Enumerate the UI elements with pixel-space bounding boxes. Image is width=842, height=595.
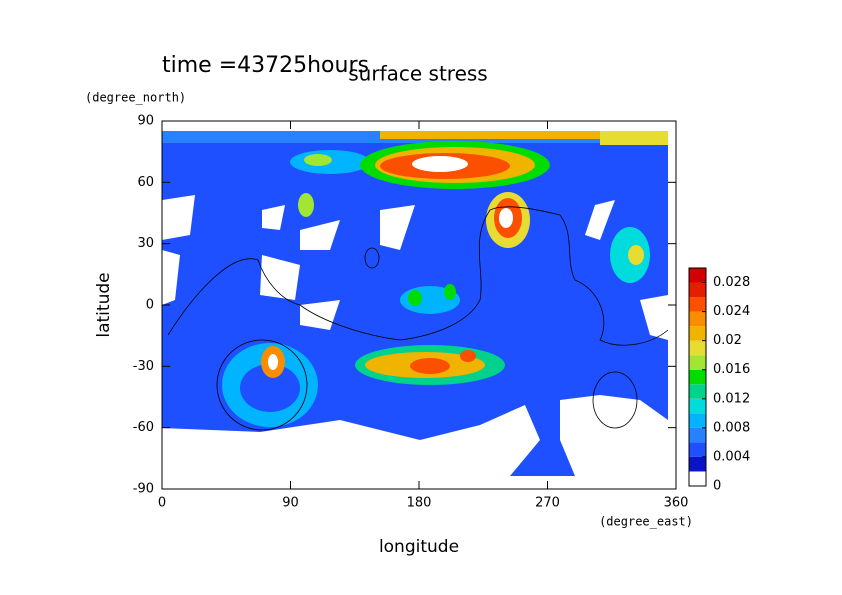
colorbar-tick-label: 0.028: [713, 275, 750, 290]
y-tick-label: 30: [137, 236, 154, 251]
chart-title: surface stress: [348, 62, 487, 86]
colorbar-bin: [689, 355, 706, 370]
colorbar-tick-label: 0.008: [713, 420, 750, 435]
colorbar-bin: [689, 268, 706, 283]
y-tick-label: -90: [133, 482, 154, 497]
colorbar-tick-label: 0.012: [713, 391, 750, 406]
colorbar-bin: [689, 282, 706, 298]
colorbar-frame: [688, 267, 707, 487]
x-tick-label: 0: [158, 496, 166, 511]
y-tick-label: -30: [133, 359, 154, 374]
x-axis-title: longitude: [379, 537, 459, 557]
colorbar-bin: [689, 369, 706, 385]
annotation: time =43725hours: [162, 53, 369, 78]
colorbar-bin: [689, 311, 706, 327]
colorbar-bin: [689, 297, 706, 312]
contour-field: [162, 131, 676, 489]
y-tick-label: 0: [146, 298, 154, 313]
y-unit: (degree_north): [85, 91, 186, 105]
colorbar-tick-label: 0: [713, 479, 721, 494]
colorbar-bin: [689, 427, 706, 443]
x-unit: (degree_east): [599, 515, 693, 529]
colorbar-tick-label: 0.016: [713, 362, 750, 377]
colorbar-tick-label: 0.02: [713, 333, 742, 348]
colorbar-bin: [689, 442, 706, 457]
colorbar-bin: [689, 384, 706, 399]
colorbar-bin: [689, 398, 706, 414]
y-axis-title: latitude: [94, 272, 114, 337]
colorbar-bin: [689, 326, 706, 341]
colorbar-bin: [689, 413, 706, 428]
colorbar-bin: [689, 456, 706, 472]
colorbar-bin: [689, 340, 706, 356]
x-tick-label: 90: [282, 496, 299, 511]
x-tick-label: 360: [664, 496, 689, 511]
colorbar-bin: [689, 471, 706, 486]
y-tick-label: -60: [133, 420, 154, 435]
x-tick-label: 180: [407, 496, 432, 511]
x-tick-label: 270: [535, 496, 560, 511]
colorbar-tick-label: 0.004: [713, 449, 750, 464]
colorbar-tick-label: 0.024: [713, 304, 750, 319]
y-tick-label: 90: [137, 114, 154, 129]
y-tick-label: 60: [137, 175, 154, 190]
